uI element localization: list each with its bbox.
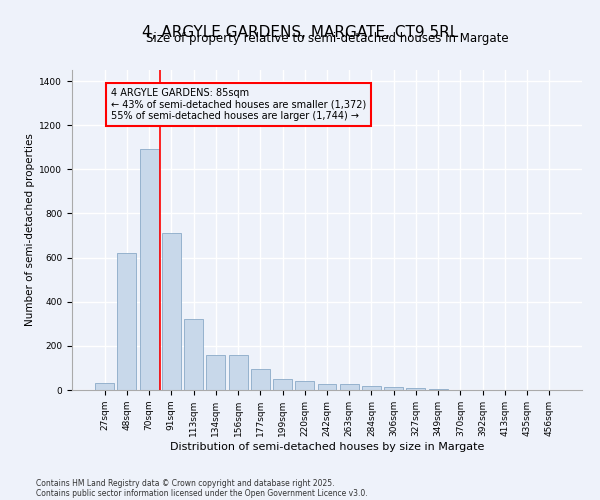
Bar bbox=[184, 320, 203, 390]
Bar bbox=[229, 354, 248, 390]
Y-axis label: Number of semi-detached properties: Number of semi-detached properties bbox=[25, 134, 35, 326]
Bar bbox=[118, 253, 136, 390]
Bar bbox=[295, 381, 314, 390]
Bar bbox=[140, 150, 158, 390]
Text: Contains HM Land Registry data © Crown copyright and database right 2025.: Contains HM Land Registry data © Crown c… bbox=[36, 478, 335, 488]
Bar bbox=[340, 384, 359, 390]
Bar bbox=[206, 354, 225, 390]
Bar bbox=[429, 389, 448, 390]
Bar bbox=[317, 384, 337, 390]
Text: 4 ARGYLE GARDENS: 85sqm
← 43% of semi-detached houses are smaller (1,372)
55% of: 4 ARGYLE GARDENS: 85sqm ← 43% of semi-de… bbox=[112, 88, 367, 121]
Bar bbox=[251, 369, 270, 390]
Bar bbox=[95, 384, 114, 390]
Text: 4, ARGYLE GARDENS, MARGATE, CT9 5RL: 4, ARGYLE GARDENS, MARGATE, CT9 5RL bbox=[142, 25, 458, 40]
Bar bbox=[273, 379, 292, 390]
X-axis label: Distribution of semi-detached houses by size in Margate: Distribution of semi-detached houses by … bbox=[170, 442, 484, 452]
Text: Contains public sector information licensed under the Open Government Licence v3: Contains public sector information licen… bbox=[36, 488, 368, 498]
Bar bbox=[362, 386, 381, 390]
Bar bbox=[162, 234, 181, 390]
Bar bbox=[384, 386, 403, 390]
Title: Size of property relative to semi-detached houses in Margate: Size of property relative to semi-detach… bbox=[146, 32, 508, 45]
Bar bbox=[406, 388, 425, 390]
